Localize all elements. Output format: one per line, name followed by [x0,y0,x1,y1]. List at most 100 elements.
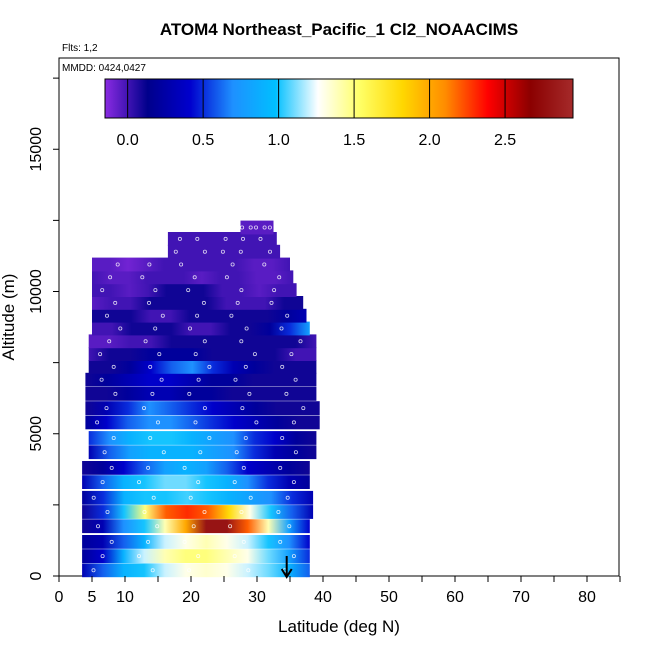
sample-point [198,450,203,455]
sample-point [238,249,243,254]
sample-point [223,236,228,241]
sample-point [253,225,258,230]
heatmap-band [240,220,274,235]
sample-point [153,326,158,331]
sample-point [177,236,182,241]
heatmap-band [82,505,314,519]
sample-point [280,364,285,369]
sample-point [243,364,248,369]
flights-label: Flts: 1,2 [62,43,98,54]
sample-point [196,480,201,485]
sample-point [100,288,105,293]
sample-point [207,435,212,440]
sample-point [108,275,113,280]
x-tick-label: 0 [55,589,64,606]
sample-point [113,391,118,396]
sample-point [196,377,201,382]
heatmap-bands [82,220,320,578]
x-tick-label: 20 [182,589,200,606]
heatmap-band [85,387,317,401]
sample-point [269,300,274,305]
sample-point [202,249,207,254]
x-tick-label: 60 [446,589,464,606]
heatmap-band [92,308,307,323]
sample-point [252,352,257,357]
sample-point [150,391,155,396]
sample-point [229,313,234,318]
sample-point [161,450,166,455]
sample-point [241,465,246,470]
colorbar-tick-label: 0.0 [117,132,139,149]
sample-point [173,249,178,254]
chart-title: ATOM4 Northeast_Pacific_1 Cl2_NOAACIMS [160,20,518,39]
heatmap-band [85,415,320,430]
heatmap-band [85,372,317,387]
sample-point [248,495,253,500]
sample-point [157,352,162,357]
sample-point [95,420,100,425]
sample-point [239,339,244,344]
sample-point [182,539,187,544]
colorbar-gradient [104,78,574,119]
x-axis: 0 5 10 20 30 40 50 60 70 80 [55,576,621,606]
sample-point [148,435,153,440]
colorbar-tick-label: 2.0 [418,132,440,149]
sample-point [196,554,201,559]
sample-point [285,313,290,318]
heatmap-band [82,563,310,578]
sample-point [232,480,237,485]
heatmap-band [92,296,304,310]
sample-point [192,275,197,280]
sample-point [146,300,151,305]
heatmap-band [82,461,310,475]
colorbar-tick-label: 2.5 [494,132,516,149]
sample-point [109,465,114,470]
x-tick-label: 50 [380,589,398,606]
sample-point [291,480,296,485]
sample-point [155,524,160,529]
sample-point [147,262,152,267]
sample-point [150,568,155,573]
sample-point [148,364,153,369]
sample-point [91,568,96,573]
sample-point [91,495,96,500]
sample-point [107,339,112,344]
sample-point [254,420,259,425]
sample-point [276,509,281,514]
y-tick-label: 5000 [28,416,45,452]
plot-area [58,57,620,577]
sample-point [187,391,192,396]
heatmap-band [167,244,281,259]
sample-point [186,288,191,293]
sample-point [98,352,103,357]
sample-point [246,568,251,573]
sample-point [202,509,207,514]
sample-point [195,313,200,318]
sample-point [105,313,110,318]
heatmap-band [82,549,310,563]
sample-point [258,236,263,241]
sample-point [187,568,192,573]
y-tick-label: 10000 [28,269,45,314]
sample-point [267,249,272,254]
mmdd-label: MMDD: 0424,0427 [62,63,146,74]
heatmap-band [88,360,317,374]
x-tick-label: 40 [314,589,332,606]
sample-point [160,313,165,318]
sample-point [241,539,246,544]
sample-point [278,465,283,470]
y-axis-label: Altitude (m) [0,274,18,361]
x-tick-label: 80 [578,589,596,606]
sample-point [111,364,116,369]
sample-point [159,377,164,382]
heatmap-band [82,535,310,549]
sample-point [230,262,235,267]
heatmap-band [88,431,317,445]
colorbar-tick-label: 1.5 [343,132,365,149]
sample-point [293,450,298,455]
sample-point [182,465,187,470]
heatmap-band [167,232,277,246]
sample-points [91,225,306,573]
sample-point [100,480,105,485]
